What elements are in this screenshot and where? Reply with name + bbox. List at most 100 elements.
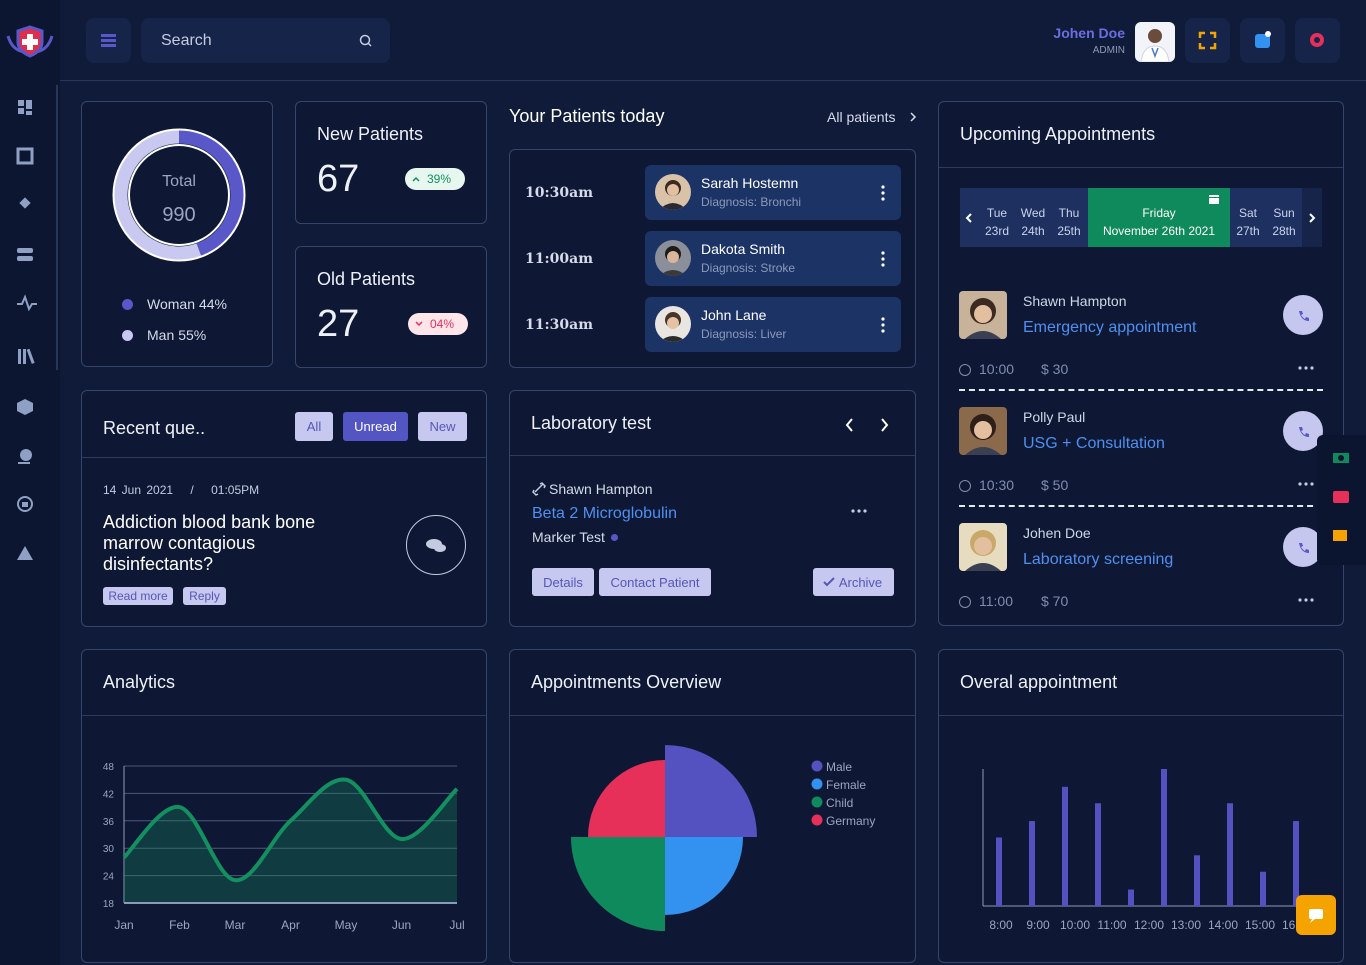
menu-button[interactable] xyxy=(86,18,131,63)
change-value: 04% xyxy=(430,317,455,331)
contact-button[interactable]: Contact Patient xyxy=(599,568,711,596)
ring-outline xyxy=(112,128,246,262)
all-patients-link[interactable]: All patients xyxy=(827,109,896,125)
card-title: Recent que.. xyxy=(103,418,206,438)
call-icon xyxy=(1299,427,1309,437)
day-selected[interactable]: Friday November 26th 2021 xyxy=(1088,188,1230,247)
call-button[interactable] xyxy=(1283,527,1323,567)
card-title: Laboratory test xyxy=(531,413,652,433)
donut-segment xyxy=(178,130,244,256)
bar xyxy=(1029,821,1035,906)
header-border xyxy=(60,80,1366,81)
analytics-card: Analytics 18 24 30 36 42 48 Jan Feb Mar Apr May Jun… xyxy=(81,649,487,963)
day-date: November 26th 2021 xyxy=(1102,224,1216,238)
patient-name: Johen Doe xyxy=(1023,525,1091,541)
y-tick-label: 24 xyxy=(103,872,115,883)
user-role: ADMIN xyxy=(1092,45,1125,56)
x-tick-label: 8:00 xyxy=(989,918,1013,932)
day-name: Tue xyxy=(986,206,1008,220)
call-button[interactable] xyxy=(1283,295,1323,335)
legend-value: 44% xyxy=(198,296,228,312)
polar-chart: Male Female Child Germany xyxy=(571,745,875,931)
filter-button-active[interactable]: Unread xyxy=(343,412,408,441)
legend-dot xyxy=(122,299,133,310)
patient-item[interactable]: John Lane Diagnosis: Liver xyxy=(645,297,901,352)
day[interactable]: Sun 28th xyxy=(1266,188,1302,247)
x-tick-label: May xyxy=(335,918,358,932)
day-date: 23rd xyxy=(984,224,1010,238)
dot xyxy=(1304,482,1308,486)
legend-dot xyxy=(811,778,823,790)
clock-icon xyxy=(959,364,971,376)
x-tick-label: 13:00 xyxy=(1171,918,1201,932)
donut-chart: Total 990 xyxy=(112,128,246,262)
sidebar xyxy=(0,0,60,965)
time: 10:30 xyxy=(979,477,1015,493)
bar xyxy=(1095,803,1101,906)
chat-icon[interactable] xyxy=(406,515,466,575)
stat-value: 27 xyxy=(317,303,360,345)
bar xyxy=(1260,871,1266,906)
search-placeholder: Search xyxy=(161,32,212,49)
recent-queries-card: Recent que.. All Unread New 14 Jun 2021 … xyxy=(81,390,487,627)
read-more[interactable]: Read more xyxy=(103,587,173,605)
dot xyxy=(1310,598,1314,602)
day-name: Sat xyxy=(1238,206,1257,220)
polar-segment xyxy=(665,837,743,915)
search-box[interactable]: Search xyxy=(141,18,390,63)
patient-item[interactable]: Sarah Hostemn Diagnosis: Bronchi xyxy=(645,165,901,220)
details-button[interactable]: Details xyxy=(532,568,594,596)
chat-button[interactable] xyxy=(1296,895,1336,935)
change-badge: 04% xyxy=(408,313,468,335)
face xyxy=(974,537,992,555)
patient-name: Sarah Hostemn xyxy=(701,175,799,191)
legend-entry: Man 55% xyxy=(122,327,206,343)
archive-button[interactable]: Archive xyxy=(813,568,894,596)
y-tick-label: 30 xyxy=(103,844,115,855)
x-tick-label: Mar xyxy=(225,918,246,932)
face xyxy=(974,305,992,323)
separator: / xyxy=(190,483,194,497)
price: $ 70 xyxy=(1041,593,1069,609)
day[interactable]: Wed 24th xyxy=(1015,188,1051,247)
time: 10:00 xyxy=(979,361,1015,377)
filter-button[interactable]: All xyxy=(295,412,333,441)
dot xyxy=(1298,482,1302,486)
settings-button[interactable] xyxy=(1295,18,1340,63)
body xyxy=(965,447,1001,455)
time: 11:30am xyxy=(525,317,594,333)
legend-dot xyxy=(811,796,823,808)
notification-button[interactable] xyxy=(1240,18,1285,63)
legend-dot xyxy=(811,814,823,826)
y-tick-label: 18 xyxy=(103,899,115,910)
user-avatar[interactable] xyxy=(1135,22,1175,62)
bar-chart: 8:009:0010:0011:0012:0013:0014:0015:0016… xyxy=(982,769,1323,932)
dot xyxy=(1310,482,1314,486)
reply[interactable]: Reply xyxy=(183,587,226,605)
day-date: 25th xyxy=(1057,224,1081,238)
day-name: Thu xyxy=(1058,206,1080,220)
appointment-type: USG + Consultation xyxy=(1023,435,1165,452)
polar-segment xyxy=(588,760,665,837)
patient-item[interactable]: Dakota Smith Diagnosis: Stroke xyxy=(645,231,901,286)
day[interactable]: Thu 25th xyxy=(1051,188,1087,247)
call-button[interactable] xyxy=(1283,411,1323,451)
clock-icon xyxy=(959,596,971,608)
legend-name: Man xyxy=(147,327,175,343)
day[interactable]: Sat 27th xyxy=(1230,188,1266,247)
divider xyxy=(959,389,1323,391)
legend-label: Child xyxy=(826,796,853,810)
stat-value: 67 xyxy=(317,158,360,200)
avatar xyxy=(959,407,1007,455)
legend-value: 55% xyxy=(178,327,207,343)
dot xyxy=(1304,366,1308,370)
fullscreen-button[interactable] xyxy=(1185,18,1230,63)
diagnosis: Diagnosis: Bronchi xyxy=(701,195,802,209)
sidebar-icons xyxy=(6,25,58,560)
phone xyxy=(1299,543,1309,553)
day[interactable]: Tue 23rd xyxy=(979,188,1015,247)
user-name: Johen Doe xyxy=(1053,25,1125,41)
card-title: New Patients xyxy=(317,124,424,144)
status-dot xyxy=(611,534,618,541)
filter-button[interactable]: New xyxy=(418,412,467,441)
